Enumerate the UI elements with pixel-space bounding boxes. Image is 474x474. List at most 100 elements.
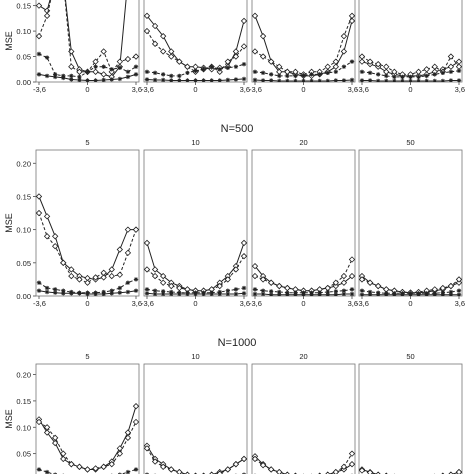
panel-plot-area (36, 0, 139, 82)
diamond-point (132, 226, 139, 233)
panel-frame (358, 363, 463, 474)
facet-strip-label: 5 (85, 352, 89, 361)
star-point (36, 288, 42, 293)
diamond-point (76, 68, 83, 75)
star-point (400, 78, 405, 82)
diamond-point (359, 58, 366, 65)
x-tick-label: 0 (408, 299, 412, 308)
star-point (448, 69, 454, 75)
y-tick-label: 0.05 (16, 53, 31, 62)
series-line-solid_diamond (38, 196, 136, 280)
diamond-point (447, 63, 455, 70)
panel-plot-area (144, 239, 247, 296)
star-point (341, 291, 347, 296)
star-point (309, 78, 314, 82)
star-point (285, 73, 290, 79)
x-tick-label: 0 (85, 85, 89, 94)
panel-frame (251, 363, 356, 474)
x-tick-label: 0 (408, 85, 412, 94)
diamond-point (366, 279, 374, 286)
star-point (193, 78, 198, 82)
facet-strip-label: 50 (406, 352, 414, 361)
diamond-point (455, 279, 462, 286)
diamond-point (52, 439, 59, 447)
y-tick-label: 0.05 (16, 450, 31, 459)
diamond-point (151, 272, 159, 280)
panel-plot-area (252, 12, 355, 82)
star-point (61, 288, 66, 293)
diamond-point (76, 276, 83, 283)
star-point (201, 291, 206, 296)
x-tick-label: 3,6 (132, 85, 142, 94)
diamond-point (84, 279, 91, 286)
diamond-point (160, 272, 167, 280)
star-point (152, 77, 158, 82)
diamond-point (359, 467, 366, 474)
diamond-point (340, 272, 348, 280)
diamond-point (116, 58, 123, 65)
diamond-point (259, 33, 267, 40)
facet-panel: 10 (143, 352, 248, 474)
diamond-point (144, 266, 151, 273)
star-point (260, 70, 266, 76)
x-tick-label: 3,6 (132, 299, 142, 308)
star-point (209, 291, 214, 296)
star-point (268, 292, 274, 296)
star-point (349, 77, 355, 82)
diamond-point (276, 468, 283, 474)
x-tick-label: -3,6 (356, 299, 369, 308)
diamond-point (192, 63, 199, 70)
diamond-point (124, 434, 132, 441)
diamond-point (151, 266, 159, 273)
diamond-point (60, 259, 67, 266)
star-point (277, 289, 282, 295)
star-point (177, 78, 182, 82)
facet-strip-label: 20 (299, 138, 307, 147)
star-point (152, 70, 158, 76)
star-point (456, 68, 462, 73)
star-point (268, 289, 274, 294)
diamond-point (284, 284, 291, 292)
star-point (77, 77, 82, 82)
diamond-point (52, 243, 59, 250)
diamond-point (160, 463, 167, 470)
star-point (252, 287, 258, 292)
diamond-point (240, 253, 247, 260)
star-point (225, 77, 231, 82)
star-point (241, 61, 247, 67)
star-point (359, 288, 365, 293)
star-point (233, 77, 239, 82)
star-point (193, 68, 198, 73)
diamond-point (268, 58, 275, 65)
star-point (44, 469, 50, 474)
x-tick-label: 3,6 (455, 299, 465, 308)
star-point (293, 292, 298, 296)
star-point (325, 78, 330, 82)
y-tick-label: 0.15 (16, 2, 31, 11)
panel-plot-area (144, 12, 247, 82)
star-point (424, 73, 429, 79)
star-point (375, 292, 381, 296)
diamond-point (447, 282, 455, 290)
diamond-point (232, 53, 240, 60)
facet-row-title: N=1000 (218, 337, 257, 349)
diamond-point (92, 58, 99, 65)
star-point (44, 289, 50, 295)
diamond-point (224, 276, 231, 283)
diamond-point (168, 466, 175, 473)
star-point (77, 74, 82, 80)
star-point (69, 291, 74, 296)
diamond-point (375, 282, 382, 290)
star-point (349, 59, 355, 64)
star-point (77, 291, 82, 296)
star-point (252, 77, 258, 82)
diamond-point (108, 461, 115, 468)
panel-plot-area (359, 466, 462, 474)
x-tick-label: -3,6 (141, 299, 154, 308)
diamond-point (348, 461, 355, 468)
star-point (448, 78, 454, 82)
y-axis-label: MSE (4, 31, 14, 51)
diamond-point (232, 461, 240, 468)
diamond-point (216, 470, 223, 474)
star-point (125, 74, 131, 80)
